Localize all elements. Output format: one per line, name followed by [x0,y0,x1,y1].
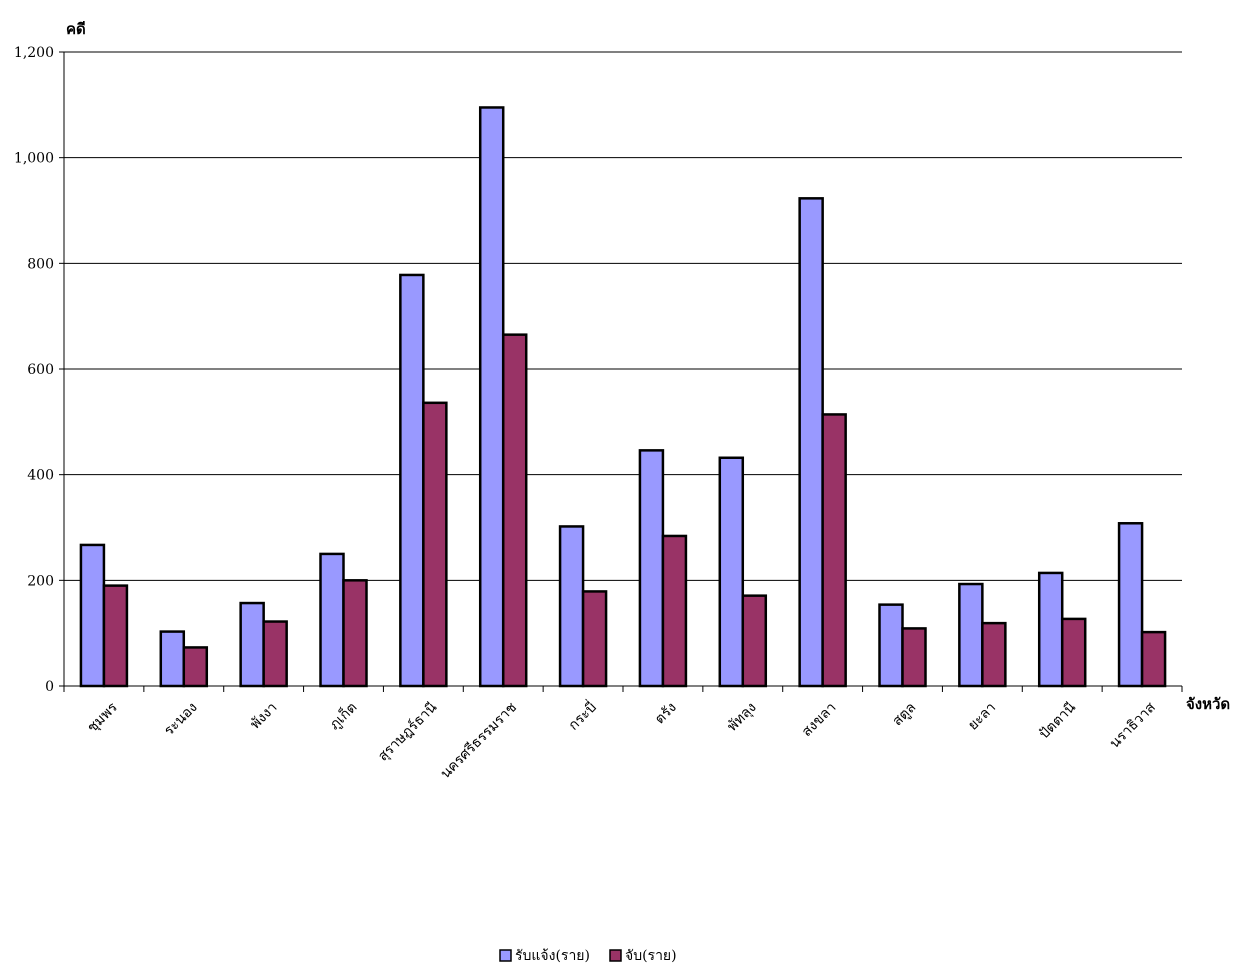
x-category-label: ยะลา [965,700,999,734]
bar-reported [718,456,745,688]
x-axis [63,52,1183,692]
bar-arrested [501,333,528,688]
bar-arrested [102,584,129,688]
x-category-label: พังงา [247,700,280,733]
bar-reported [1037,571,1064,688]
bar-reported [79,543,106,688]
bars [79,106,1167,688]
bar-reported [159,630,186,688]
bar-arrested [741,594,768,688]
bar-arrested [422,401,448,688]
y-tick-label: 600 [27,362,54,378]
legend-swatch [609,949,622,962]
bar-arrested [821,413,847,688]
bar-arrested [182,646,209,688]
bar-arrested [581,590,608,688]
y-axis-title: คดี [66,20,86,38]
bar-reported [478,106,505,688]
x-category-label: สุราษฎร์ธานี [374,699,440,765]
bar-arrested [901,627,927,688]
y-tick-label: 400 [27,468,54,484]
x-category-label: กระบี่ [564,698,600,734]
bar-reported [558,525,585,688]
y-axis-ticks: 0 200 400 600 800 1,000 1,200 [14,45,64,695]
category-labels: ชุมพร ระนอง พังงา ภูเก็ต สุราษฎร์ธานีนครศรีธ… [84,698,1159,782]
bar-reported [239,601,265,688]
x-axis-title: จังหวัด [1186,695,1230,713]
legend: รับแจ้ง(ราย) จับ(ราย) [499,948,677,964]
bar-arrested [262,620,288,688]
bar-arrested [661,534,688,688]
x-category-label: พัทลุง [724,700,759,735]
y-tick-label: 0 [45,679,54,695]
bar-reported [638,449,665,688]
legend-label: จับ(ราย) [625,948,677,964]
y-tick-label: 200 [27,573,54,589]
bar-arrested [981,621,1007,688]
x-category-label: ชุมพร [84,699,121,736]
bar-reported [958,582,984,688]
x-category-label: นราธิวาส [1107,699,1159,751]
bar-reported [798,197,824,688]
y-tick-label: 800 [27,256,54,272]
bar-arrested [342,579,368,688]
y-tick-label: 1,000 [14,151,54,167]
x-category-label: สตูล [889,700,919,730]
x-category-label: ตรัง [652,700,680,728]
x-category-label: ภูเก็ต [325,698,360,733]
legend-label: รับแจ้ง(ราย) [515,948,590,964]
gridlines [64,51,1182,581]
x-category-label: สงขลา [799,700,840,741]
bar-reported [319,552,345,688]
legend-swatch [499,949,512,962]
y-tick-label: 1,200 [14,45,54,61]
bar-arrested [1060,617,1087,688]
bar-arrested [1140,630,1167,688]
bar-reported [399,273,425,688]
bar-reported [878,603,904,688]
bar-reported [1117,522,1144,688]
x-category-label: นครศรีธรรมราช [438,700,520,782]
x-category-label: ปัตตานี [1036,699,1079,742]
x-category-label: ระนอง [161,700,200,739]
